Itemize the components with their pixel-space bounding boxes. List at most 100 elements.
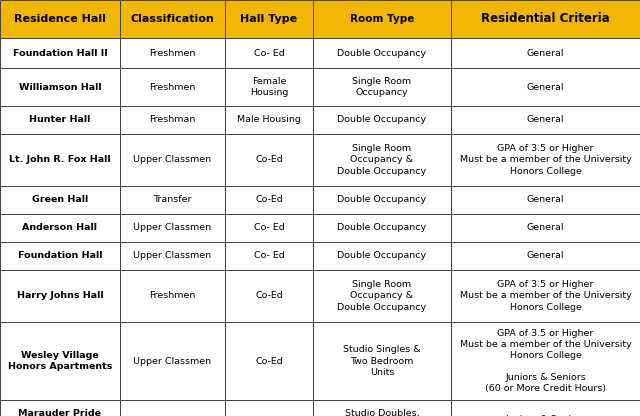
Text: Co-Ed: Co-Ed <box>255 292 283 300</box>
Bar <box>0 38 120 68</box>
Text: Double Occupancy: Double Occupancy <box>337 196 427 205</box>
Bar <box>0 214 120 242</box>
Bar <box>225 0 313 38</box>
Text: Co- Ed: Co- Ed <box>253 252 284 260</box>
Bar <box>313 186 451 214</box>
Bar <box>313 38 451 68</box>
Text: Female
Housing: Female Housing <box>250 77 288 97</box>
Text: Single Room
Occupancy &
Double Occupancy: Single Room Occupancy & Double Occupancy <box>337 144 427 176</box>
Text: Room Type: Room Type <box>350 14 414 24</box>
Text: Freshmen: Freshmen <box>149 292 196 300</box>
Text: Freshmen: Freshmen <box>149 82 196 92</box>
Bar <box>0 270 120 322</box>
Text: Transfer: Transfer <box>153 196 192 205</box>
Text: Upper Classmen: Upper Classmen <box>133 252 212 260</box>
Text: General: General <box>527 223 564 233</box>
Text: Double Occupancy: Double Occupancy <box>337 49 427 57</box>
Bar <box>120 186 225 214</box>
Bar <box>451 68 640 106</box>
Text: Williamson Hall: Williamson Hall <box>19 82 101 92</box>
Bar <box>120 106 225 134</box>
Bar <box>120 322 225 400</box>
Text: GPA of 3.5 or Higher
Must be a member of the University
Honors College: GPA of 3.5 or Higher Must be a member of… <box>460 144 632 176</box>
Bar <box>451 400 640 416</box>
Text: Residence Hall: Residence Hall <box>14 14 106 24</box>
Text: Foundation Hall: Foundation Hall <box>18 252 102 260</box>
Bar <box>225 186 313 214</box>
Text: Co- Ed: Co- Ed <box>253 49 284 57</box>
Bar <box>451 134 640 186</box>
Text: Hall Type: Hall Type <box>241 14 298 24</box>
Text: General: General <box>527 252 564 260</box>
Bar <box>120 270 225 322</box>
Bar <box>451 106 640 134</box>
Text: Double Occupancy: Double Occupancy <box>337 223 427 233</box>
Text: Classification: Classification <box>131 14 214 24</box>
Bar <box>313 0 451 38</box>
Bar <box>225 68 313 106</box>
Bar <box>451 242 640 270</box>
Text: Hunter Hall: Hunter Hall <box>29 116 91 124</box>
Text: Co-Ed: Co-Ed <box>255 156 283 164</box>
Text: Co-Ed: Co-Ed <box>255 196 283 205</box>
Text: Co- Ed: Co- Ed <box>253 223 284 233</box>
Bar <box>313 214 451 242</box>
Bar <box>451 322 640 400</box>
Bar <box>0 0 120 38</box>
Bar <box>0 134 120 186</box>
Text: Double Occupancy: Double Occupancy <box>337 116 427 124</box>
Text: Male Housing: Male Housing <box>237 116 301 124</box>
Bar <box>0 186 120 214</box>
Text: Single Room
Occupancy: Single Room Occupancy <box>353 77 412 97</box>
Bar <box>120 0 225 38</box>
Text: Lt. John R. Fox Hall: Lt. John R. Fox Hall <box>9 156 111 164</box>
Bar <box>313 106 451 134</box>
Text: General: General <box>527 82 564 92</box>
Bar <box>0 322 120 400</box>
Text: Upper Classmen: Upper Classmen <box>133 156 212 164</box>
Bar <box>451 270 640 322</box>
Bar <box>313 242 451 270</box>
Text: Studio Singles &
Two Bedroom
Units: Studio Singles & Two Bedroom Units <box>343 345 421 376</box>
Bar <box>451 186 640 214</box>
Text: Freshman: Freshman <box>149 116 196 124</box>
Bar <box>313 322 451 400</box>
Bar <box>313 270 451 322</box>
Bar <box>120 68 225 106</box>
Text: Harry Johns Hall: Harry Johns Hall <box>17 292 103 300</box>
Bar <box>451 214 640 242</box>
Bar <box>225 322 313 400</box>
Text: Foundation Hall II: Foundation Hall II <box>13 49 108 57</box>
Bar <box>225 214 313 242</box>
Bar <box>0 68 120 106</box>
Bar <box>313 68 451 106</box>
Bar <box>0 242 120 270</box>
Text: Wesley Village
Honors Apartments: Wesley Village Honors Apartments <box>8 351 112 371</box>
Bar <box>120 38 225 68</box>
Bar <box>120 134 225 186</box>
Bar <box>225 270 313 322</box>
Text: Freshmen: Freshmen <box>149 49 196 57</box>
Bar <box>451 0 640 38</box>
Bar <box>225 400 313 416</box>
Text: Studio Doubles,
Two & Four
Bedroom Units: Studio Doubles, Two & Four Bedroom Units <box>345 409 419 416</box>
Text: Juniors & Seniors
(60 or More Credit Hours): Juniors & Seniors (60 or More Credit Hou… <box>485 415 606 416</box>
Bar <box>225 38 313 68</box>
Text: General: General <box>527 196 564 205</box>
Bar <box>0 400 120 416</box>
Text: GPA of 3.5 or Higher
Must be a member of the University
Honors College

Juniors : GPA of 3.5 or Higher Must be a member of… <box>460 329 632 393</box>
Text: Green Hall: Green Hall <box>32 196 88 205</box>
Text: Co-Ed: Co-Ed <box>255 357 283 366</box>
Bar <box>225 106 313 134</box>
Bar <box>313 134 451 186</box>
Text: Marauder Pride
Community
Apartments: Marauder Pride Community Apartments <box>19 409 102 416</box>
Bar <box>120 400 225 416</box>
Bar <box>120 214 225 242</box>
Text: GPA of 3.5 or Higher
Must be a member of the University
Honors College: GPA of 3.5 or Higher Must be a member of… <box>460 280 632 312</box>
Text: Single Room
Occupancy &
Double Occupancy: Single Room Occupancy & Double Occupancy <box>337 280 427 312</box>
Bar <box>225 134 313 186</box>
Bar <box>225 242 313 270</box>
Text: Upper Classmen: Upper Classmen <box>133 223 212 233</box>
Bar <box>313 400 451 416</box>
Text: General: General <box>527 116 564 124</box>
